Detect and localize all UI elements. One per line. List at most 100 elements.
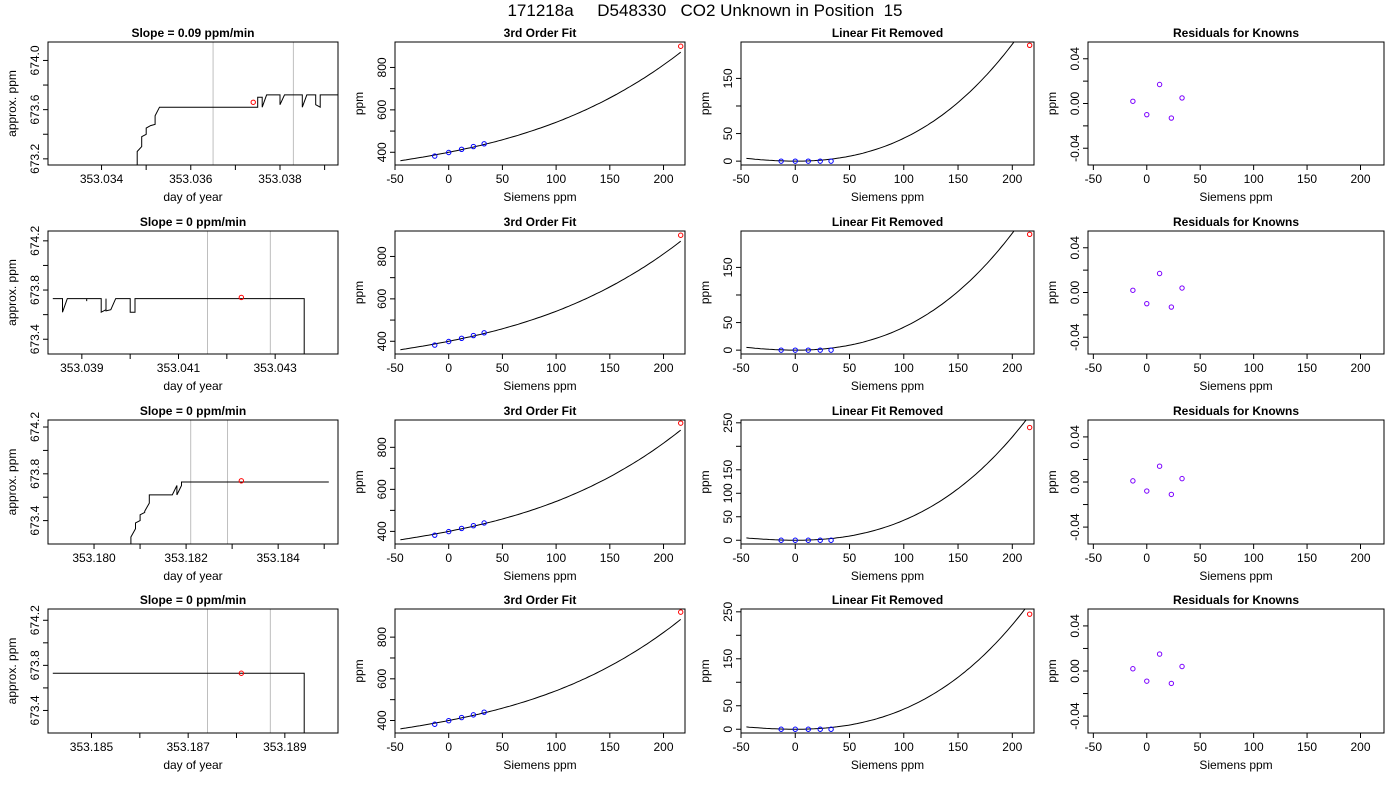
x-tick-label: 200	[1350, 361, 1370, 375]
panel-title: Residuals for Knowns	[1173, 26, 1299, 40]
x-tick-label: -50	[1085, 551, 1103, 565]
y-axis-label: approx. ppm	[5, 638, 19, 705]
y-axis-label: ppm	[352, 659, 366, 682]
x-tick-label: 353.187	[166, 740, 210, 754]
y-tick-label: 0.04	[1068, 47, 1082, 71]
known-point	[470, 143, 477, 150]
residual-point	[1156, 81, 1163, 88]
y-tick-label: 0	[721, 537, 735, 544]
x-tick-label: 50	[1194, 172, 1208, 186]
x-tick-label: 0	[1143, 740, 1150, 754]
fit-curve	[400, 240, 682, 351]
panel-title: 3rd Order Fit	[504, 404, 577, 418]
panel-title: Residuals for Knowns	[1173, 593, 1299, 607]
unknown-point	[1026, 611, 1033, 617]
x-axis-label: Siemens ppm	[503, 190, 576, 204]
x-tick-label: 200	[1350, 172, 1370, 186]
x-tick-label: 150	[600, 172, 620, 186]
y-tick-label: 0.04	[1068, 236, 1082, 260]
fit-curve	[746, 420, 1027, 541]
y-tick-label: -0.04	[1068, 134, 1082, 162]
x-tick-label: 200	[654, 740, 674, 754]
y-tick-label: 50	[721, 316, 735, 330]
known-point	[446, 338, 452, 345]
y-tick-label: 400	[375, 331, 389, 351]
y-tick-label: 0.00	[1068, 470, 1082, 494]
x-tick-label: 200	[1002, 361, 1022, 375]
fit-curve	[746, 231, 1015, 351]
x-tick-label: 200	[654, 361, 674, 375]
residual-point	[1144, 111, 1150, 118]
residual-point	[1179, 285, 1185, 291]
x-tick-label: 100	[894, 172, 914, 186]
y-tick-label: 250	[721, 601, 735, 621]
panel-title: 3rd Order Fit	[504, 26, 577, 40]
known-point	[778, 537, 784, 543]
unknown-point	[678, 609, 684, 615]
fit-curve	[746, 42, 1015, 162]
x-tick-label: 0	[792, 172, 799, 186]
known-point	[805, 158, 811, 164]
panel-title: Slope = 0 ppm/min	[140, 593, 246, 607]
y-axis-label: ppm	[698, 281, 712, 304]
y-tick-label: 50	[721, 699, 735, 713]
known-point	[432, 532, 438, 538]
known-point	[432, 721, 438, 727]
x-tick-label: 100	[546, 740, 566, 754]
x-axis-label: day of year	[163, 758, 222, 772]
y-tick-label: 600	[375, 100, 389, 120]
known-point	[805, 537, 811, 543]
x-tick-label: 353.038	[258, 172, 302, 186]
panel-title: Residuals for Knowns	[1173, 404, 1299, 418]
x-tick-label: 100	[546, 361, 566, 375]
unknown-point	[678, 43, 684, 49]
x-tick-label: 200	[1002, 740, 1022, 754]
panel-fit-row4: -50 0 50 100 150 200 400 600 800 3rd Order Fit Sie…	[352, 593, 686, 772]
x-tick-label: 200	[654, 551, 674, 565]
panel-time-row2: 353.039 353.041 353.043 673.4 673.8 674.2 Slop…	[5, 215, 339, 393]
y-tick-label: 673.8	[28, 458, 42, 488]
x-tick-label: 50	[1194, 740, 1208, 754]
y-tick-label: 150	[721, 459, 735, 479]
series-line	[52, 298, 305, 354]
x-tick-label: 100	[894, 740, 914, 754]
residual-point	[1144, 488, 1150, 494]
x-tick-label: 353.184	[256, 551, 300, 565]
known-point	[817, 726, 823, 732]
known-point	[470, 712, 477, 718]
x-tick-label: -50	[386, 740, 404, 754]
x-tick-label: 150	[948, 172, 968, 186]
y-tick-label: 0.00	[1068, 91, 1082, 115]
x-axis-label: Siemens ppm	[503, 758, 576, 772]
x-tick-label: 150	[600, 551, 620, 565]
x-tick-label: 50	[1194, 361, 1208, 375]
x-tick-label: 50	[843, 361, 857, 375]
x-tick-label: 353.189	[263, 740, 307, 754]
x-axis-label: Siemens ppm	[851, 190, 924, 204]
y-axis-label: ppm	[352, 281, 366, 304]
x-tick-label: 100	[546, 172, 566, 186]
residual-point	[1168, 491, 1175, 498]
x-axis-label: day of year	[163, 569, 222, 583]
plot-frame	[394, 608, 686, 734]
x-tick-label: -50	[386, 172, 404, 186]
y-tick-label: 674.2	[28, 412, 42, 442]
y-axis-label: approx. ppm	[5, 70, 19, 137]
x-tick-label: 0	[792, 740, 799, 754]
y-tick-label: 674.0	[28, 45, 42, 75]
x-tick-label: 353.185	[70, 740, 114, 754]
plot-frame	[47, 41, 339, 166]
known-point	[828, 158, 834, 164]
x-tick-label: -50	[386, 551, 404, 565]
panel-title: Linear Fit Removed	[832, 404, 943, 418]
y-tick-label: 674.2	[28, 226, 42, 256]
panel-title: Residuals for Knowns	[1173, 215, 1299, 229]
known-point	[778, 158, 784, 164]
x-axis-label: day of year	[163, 190, 222, 204]
residual-point	[1130, 666, 1136, 672]
known-point	[792, 726, 798, 732]
y-axis-label: ppm	[1045, 92, 1059, 115]
y-tick-label: -0.04	[1068, 323, 1082, 351]
plot-frame	[394, 230, 686, 355]
